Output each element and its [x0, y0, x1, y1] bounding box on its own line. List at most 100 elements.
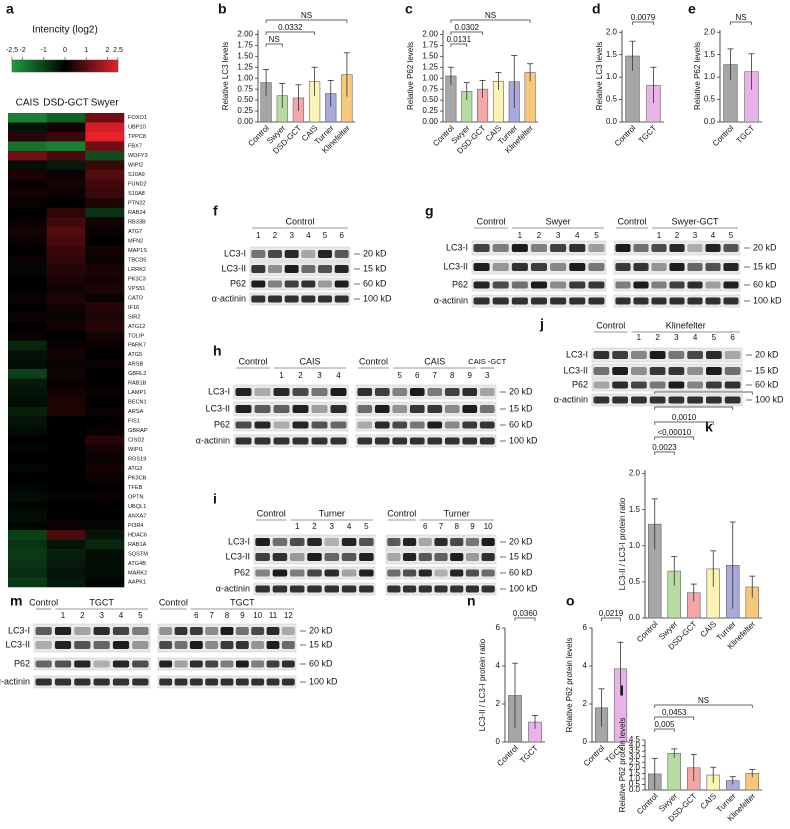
- colorbar-tick-label: -2: [19, 47, 25, 54]
- blot-band: [357, 388, 373, 396]
- blot-band: [593, 351, 610, 359]
- heatmap-cell: [85, 150, 125, 161]
- lane-number: 5: [594, 231, 599, 240]
- blot-band: [281, 627, 295, 635]
- blot-band: [205, 678, 219, 686]
- heatmap-cell: [85, 425, 125, 436]
- heatmap-cell: [8, 141, 47, 152]
- significance-bracket: [654, 391, 753, 395]
- heatmap-cell: [46, 416, 86, 427]
- blot-header: Control: [617, 216, 646, 226]
- blot-band: [334, 265, 349, 273]
- blot-band: [473, 244, 490, 252]
- blot-band: [687, 351, 703, 359]
- blot-band: [706, 396, 722, 404]
- heatmap-cell: [46, 463, 86, 474]
- significance-bracket: [265, 43, 283, 47]
- blot-row-label: LC3-I: [208, 386, 230, 396]
- blot-band: [705, 263, 721, 271]
- blot-band: [159, 678, 173, 686]
- blot-band: [359, 585, 374, 593]
- blot-band: [292, 388, 309, 396]
- blot-row-label: LC3-II: [225, 551, 250, 561]
- blot-band: [272, 585, 288, 593]
- row-label: OPTN: [128, 494, 144, 500]
- blot-band: [649, 367, 666, 375]
- blot-band: [307, 585, 322, 593]
- colorbar-tick-label: -1: [41, 47, 47, 54]
- blot-row-label: LC3-II: [205, 403, 230, 413]
- blot-band: [235, 660, 249, 668]
- row-label: IF16: [128, 305, 139, 311]
- error-bar: [311, 66, 318, 97]
- blot-band: [633, 281, 649, 289]
- blot-band: [255, 569, 270, 577]
- blot-row-label: α-actinin: [0, 676, 30, 686]
- y-tick-label: 0.5: [606, 95, 618, 104]
- blot-band: [330, 388, 347, 396]
- blot-band: [311, 405, 328, 413]
- heatmap-cell: [8, 160, 47, 171]
- lane-number: 1: [256, 231, 261, 240]
- y-tick-label: 1.0: [629, 541, 641, 550]
- lane-number: 3: [556, 231, 561, 240]
- blot-band: [687, 244, 703, 252]
- heatmap-cell: [8, 245, 47, 256]
- blot-band: [35, 678, 52, 686]
- x-tick-label: TGCT: [518, 743, 540, 765]
- blot-band: [612, 381, 628, 389]
- heatmap-cell: [46, 368, 86, 379]
- blot-band: [633, 244, 649, 252]
- blot-row-label: LC3-II: [443, 261, 468, 271]
- error-bar: [527, 63, 534, 82]
- blot-band: [272, 538, 288, 546]
- y-tick-label: 0.25: [422, 106, 438, 115]
- blot-band: [588, 297, 605, 305]
- heatmap-cell: [8, 482, 47, 493]
- heatmap-cell: [8, 188, 47, 199]
- blot-band: [374, 405, 390, 413]
- blot-band: [272, 569, 288, 577]
- panel-label: f: [213, 203, 218, 219]
- blot-band: [669, 281, 685, 289]
- blot-band: [359, 553, 374, 561]
- heatmap-cell: [46, 122, 86, 133]
- panel-label: m: [10, 593, 22, 609]
- heatmap-cell: [85, 387, 125, 398]
- colorbar: [11, 59, 119, 73]
- heatmap-cell: [46, 150, 86, 161]
- heatmap-cell: [85, 255, 125, 265]
- heatmap-cell: [46, 321, 86, 332]
- y-tick-label: 0.00: [422, 117, 438, 126]
- blot-band: [251, 678, 265, 686]
- blot-band: [687, 263, 703, 271]
- size-marker: 100 kD: [755, 394, 784, 404]
- blot-band: [359, 538, 374, 546]
- blot-band: [281, 678, 295, 686]
- x-tick-label: Control: [635, 791, 660, 816]
- lane-number: 5: [398, 371, 403, 380]
- x-tick-label: TGCT: [637, 123, 659, 145]
- lane-number: 7: [439, 522, 444, 531]
- heatmap-cell: [46, 539, 86, 550]
- blot-band: [593, 381, 610, 389]
- blot-band: [392, 405, 408, 413]
- blot-band: [35, 641, 52, 649]
- size-marker: 15 kD: [509, 403, 533, 413]
- blot-band: [318, 265, 332, 273]
- lane-number: 6: [423, 522, 428, 531]
- heatmap-cell: [85, 245, 125, 256]
- y-tick-label: 4: [583, 661, 588, 670]
- row-label: AAPK1: [128, 580, 146, 586]
- blot-band: [723, 281, 739, 289]
- blot-band: [357, 421, 373, 429]
- blot-band: [481, 585, 495, 593]
- significance-bracket: [654, 451, 675, 455]
- y-tick-label: 4.0: [629, 741, 641, 750]
- heatmap-cell: [46, 283, 86, 294]
- heatmap-cell: [46, 378, 86, 389]
- size-marker: 60 kD: [363, 278, 387, 288]
- size-marker: 60 kD: [755, 379, 779, 389]
- heatmap-cell: [8, 255, 47, 265]
- blot-band: [132, 660, 149, 668]
